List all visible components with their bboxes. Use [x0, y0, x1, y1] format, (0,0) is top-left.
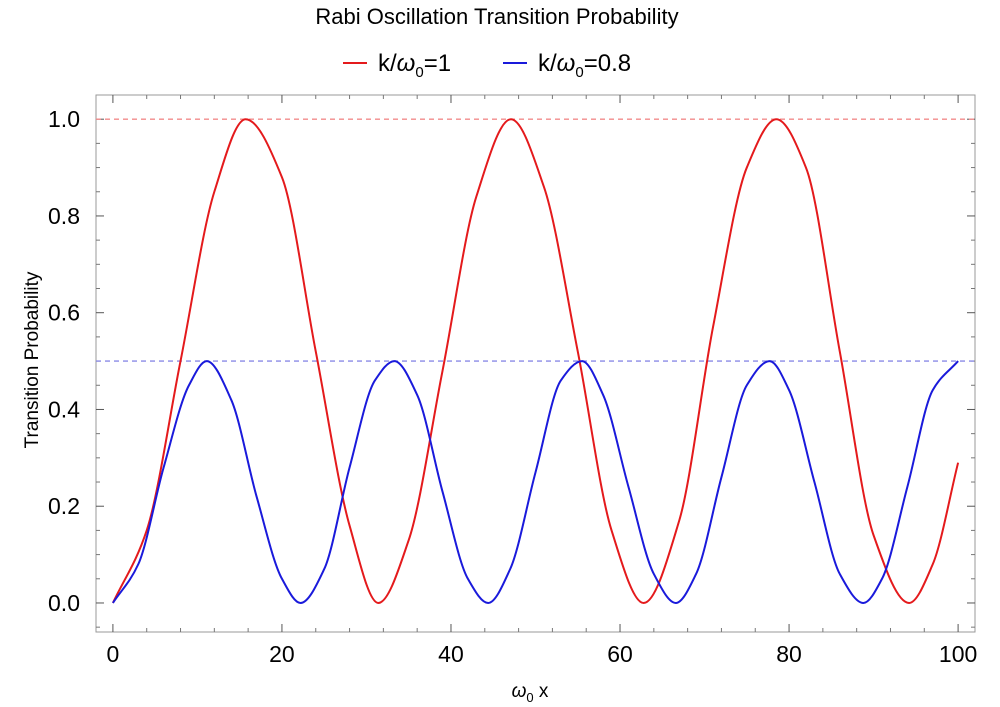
series-line-1: [112, 360, 959, 604]
plot-frame: [95, 94, 976, 633]
legend-label-series-0: k/ω0=1: [378, 50, 451, 81]
tick-labels: 0 20 40 60 80 100 0.0 0.2 0.4 0.6 0.8 1.0: [48, 106, 977, 667]
legend-label-series-1: k/ω0=0.8: [538, 50, 631, 81]
legend-label-0-prefix: k/: [378, 50, 397, 77]
legend-entry-series-1: k/ω0=0.8: [503, 50, 631, 81]
legend-label-1-symbol: ω: [557, 50, 576, 77]
y-tick-label: 0.6: [48, 300, 80, 326]
x-tick-label: 0: [107, 641, 120, 667]
y-tick-label: 0.0: [48, 590, 80, 616]
legend: k/ω0=1 k/ω0=0.8: [343, 50, 631, 81]
x-axis-label-symbol: ω: [512, 681, 527, 702]
legend-entry-series-0: k/ω0=1: [343, 50, 451, 81]
chart-title: Rabi Oscillation Transition Probability: [315, 4, 678, 29]
legend-label-0-subscript: 0: [415, 64, 423, 81]
x-tick-label: 40: [438, 641, 464, 667]
y-axis-label: Transition Probability: [22, 271, 43, 448]
x-axis-label-suffix: x: [534, 681, 549, 702]
legend-label-0-suffix: =1: [424, 50, 451, 77]
series-lines: [111, 118, 960, 604]
x-tick-label: 80: [776, 641, 802, 667]
x-tick-label: 20: [269, 641, 295, 667]
y-tick-label: 1.0: [48, 106, 80, 132]
y-tick-label: 0.4: [48, 396, 80, 422]
legend-label-0-symbol: ω: [397, 50, 416, 77]
x-axis-label-subscript: 0: [526, 690, 533, 705]
axis-ticks: [96, 95, 975, 632]
x-tick-label: 100: [939, 641, 977, 667]
legend-label-1-subscript: 0: [575, 64, 583, 81]
series-line-0: [111, 118, 960, 604]
legend-label-1-prefix: k/: [538, 50, 557, 77]
y-tick-label: 0.8: [48, 203, 80, 229]
reference-lines: [96, 118, 975, 362]
legend-label-1-suffix: =0.8: [584, 50, 631, 77]
y-tick-label: 0.2: [48, 493, 80, 519]
x-axis-label: ω0 x: [512, 681, 549, 705]
x-tick-label: 60: [607, 641, 633, 667]
